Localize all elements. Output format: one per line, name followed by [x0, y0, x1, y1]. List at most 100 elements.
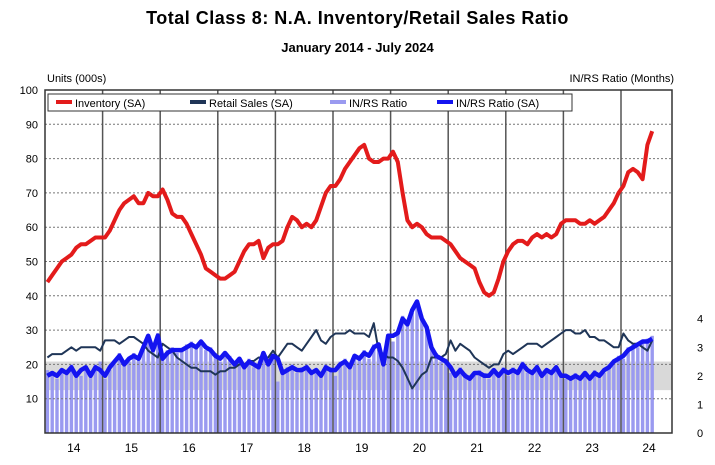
ratio-bar [597, 372, 602, 433]
legend-swatch [330, 100, 346, 104]
x-tick-label: 18 [298, 441, 312, 455]
ratio-bar [501, 367, 506, 433]
ratio-bar [391, 341, 395, 433]
ratio-bar [55, 378, 59, 433]
ratio-bar [276, 381, 280, 433]
x-tick-label: 17 [240, 441, 254, 455]
legend-label: IN/RS Ratio (SA) [456, 98, 539, 110]
ratio-bar [396, 330, 400, 433]
right-axis-label: IN/RS Ratio (Months) [569, 73, 674, 85]
ratio-bar [333, 375, 338, 433]
ratio-bar [520, 361, 525, 433]
ratio-bar [261, 355, 266, 433]
ratio-bar [156, 332, 160, 433]
ratio-bar [319, 372, 323, 433]
left-axis-label: Units (000s) [47, 73, 106, 85]
ratio-bar [338, 361, 342, 433]
ratio-bar [410, 312, 414, 433]
ratio-bar [352, 358, 357, 433]
ratio-bar [540, 372, 544, 433]
ratio-bar [285, 367, 290, 433]
ratio-bar [165, 350, 170, 433]
ratio-bar [492, 372, 496, 433]
legend-label: Inventory (SA) [75, 98, 145, 110]
ratio-bar [98, 361, 102, 433]
ratio-bar [160, 355, 165, 433]
ratio-bar [88, 372, 93, 433]
ratio-bar [386, 338, 390, 433]
ratio-bar [578, 378, 582, 433]
x-tick-label: 22 [528, 441, 542, 455]
series-line-inventory-sa [45, 130, 655, 298]
ratio-bar [583, 375, 587, 433]
right-tick-label: 3 [697, 342, 703, 354]
ratio-bar [74, 372, 78, 433]
ratio-bar [175, 352, 179, 433]
ratio-bar [280, 370, 285, 433]
ratio-bar [482, 372, 486, 433]
ratio-bar [170, 347, 174, 433]
ratio-bar [650, 335, 654, 433]
ratio-bar [93, 364, 98, 433]
ratio-bar [367, 358, 371, 433]
ratio-bar [372, 344, 376, 433]
x-tick-label: 20 [413, 441, 427, 455]
left-tick-label: 40 [26, 291, 38, 303]
ratio-bar [295, 372, 299, 433]
ratio-bar [525, 372, 530, 433]
legend-swatch [56, 100, 72, 104]
x-tick-label: 14 [67, 441, 81, 455]
ratio-bar [592, 370, 597, 433]
x-tick-label: 15 [125, 441, 139, 455]
right-tick-label: 4 [697, 314, 703, 326]
ratio-bar [242, 364, 246, 433]
legend-swatch [437, 100, 453, 104]
ratio-bar [184, 344, 189, 433]
ratio-bar [453, 372, 458, 433]
legend-label: Retail Sales (SA) [209, 98, 293, 110]
ratio-bar [343, 358, 347, 433]
legend-label: IN/RS Ratio [349, 98, 407, 110]
ratio-bar [108, 370, 112, 433]
left-tick-label: 30 [26, 325, 38, 337]
ratio-bar [117, 352, 122, 433]
ratio-bar [228, 355, 232, 433]
ratio-bar [588, 375, 592, 433]
legend-box [47, 93, 573, 112]
ratio-bar [381, 361, 386, 433]
ratio-bar [204, 350, 208, 433]
ratio-bar [127, 361, 131, 433]
ratio-bar [64, 370, 69, 433]
ratio-bar [122, 361, 126, 433]
left-tick-label: 90 [26, 119, 38, 131]
ratio-bar [189, 341, 194, 433]
ratio-bar [631, 344, 635, 433]
legend: Inventory (SA) Retail Sales (SA) IN/RS Rat… [47, 93, 573, 112]
ratio-bar [487, 378, 491, 433]
series-line-in-rs-ratio-sa [46, 299, 654, 381]
chart-title: Total Class 8: N.A. Inventory/Retail Sal… [146, 8, 569, 28]
ratio-bar [616, 355, 621, 433]
left-tick-label: 80 [26, 154, 38, 166]
right-tick-label: 0 [697, 428, 703, 440]
ratio-bar [60, 372, 64, 433]
ratio-bar [549, 370, 554, 433]
ratio-bar [468, 378, 472, 433]
x-tick-label: 24 [642, 441, 656, 455]
ratio-bar [429, 344, 434, 433]
ratio-bar [645, 338, 650, 433]
ratio-bar [444, 358, 448, 433]
ratio-bar [568, 375, 573, 433]
right-tick-label: 2 [697, 371, 703, 383]
ratio-bar [180, 350, 184, 433]
ratio-bar [300, 367, 304, 433]
ratio-bar [376, 347, 381, 433]
ratio-bar [252, 367, 256, 433]
ratio-bar [357, 355, 362, 433]
ratio-bar [328, 367, 333, 433]
ratio-bar [636, 347, 640, 433]
ratio-bar [448, 372, 453, 433]
ratio-bar [439, 361, 443, 433]
x-tick-label: 19 [355, 441, 369, 455]
ratio-bar [477, 370, 482, 433]
